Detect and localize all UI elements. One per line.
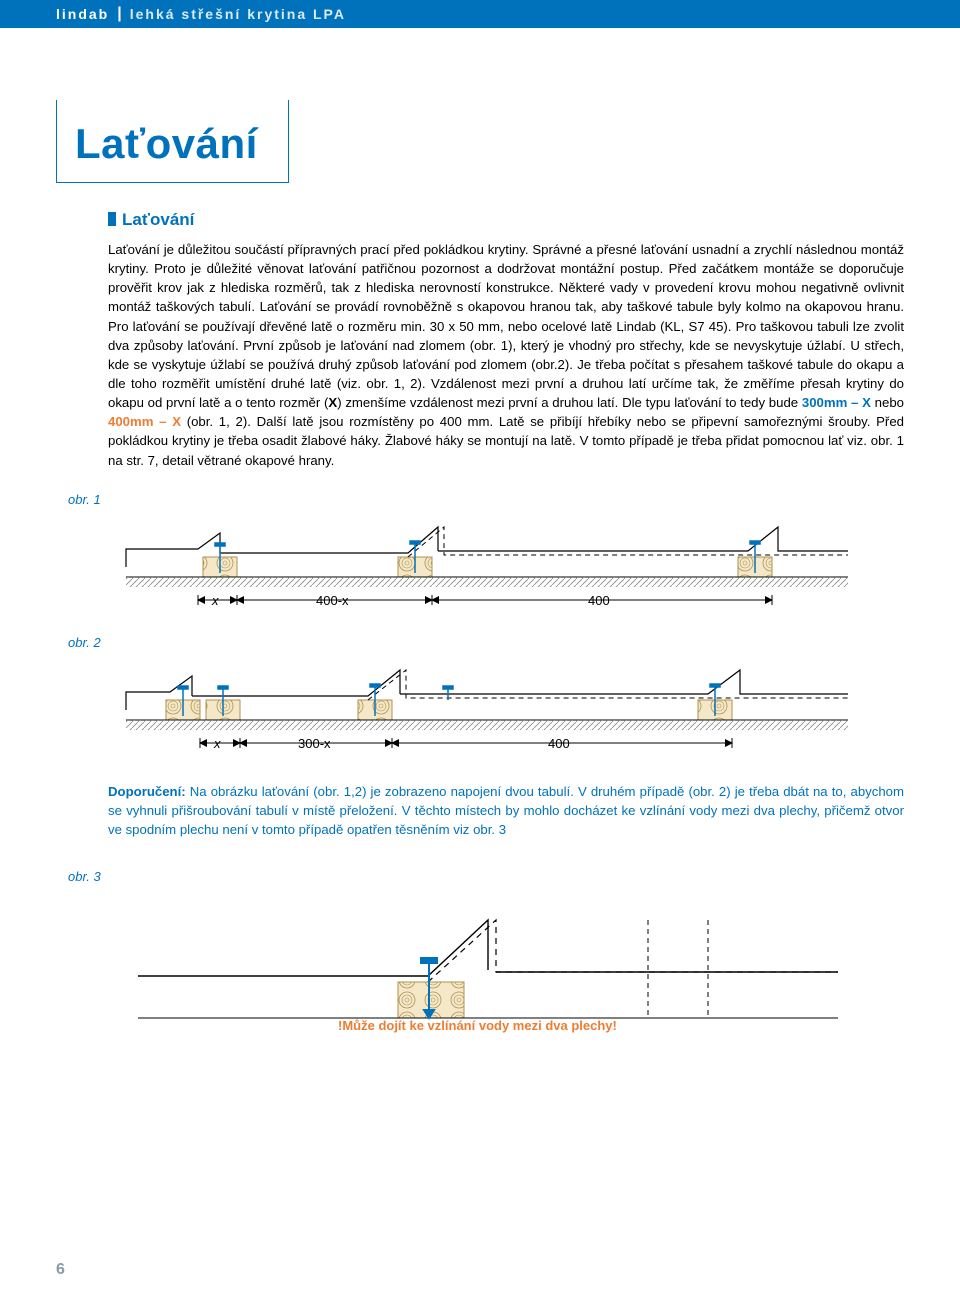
obr2-dim1: 300-x: [298, 736, 331, 751]
p4a: Laťování se provádí rovnoběžně s okapovo…: [108, 299, 904, 410]
obr2-dim-x: x: [214, 736, 221, 751]
title-box: Laťování: [56, 100, 289, 183]
fig1-label: obr. 1: [68, 492, 904, 507]
page-header: lindab | lehká střešní krytina LPA: [0, 0, 960, 28]
p4c: nebo: [871, 395, 904, 410]
hl-300: 300mm – X: [802, 395, 871, 410]
header-divider: |: [117, 5, 121, 23]
brand-name: lindab: [56, 6, 109, 22]
fig2-label: obr. 2: [68, 635, 904, 650]
recommendation-text: Na obrázku laťování (obr. 1,2) je zobraz…: [108, 784, 904, 837]
diagram-obr2-svg: [108, 656, 868, 756]
diagram-obr3: !Může dojít ke vzlínání vody mezi dva pl…: [108, 890, 868, 1030]
page-number: 6: [56, 1261, 65, 1279]
obr1-dim-x: x: [212, 593, 219, 608]
header-subtitle: lehká střešní krytina LPA: [130, 6, 346, 22]
warning-text: !Může dojít ke vzlínání vody mezi dva pl…: [338, 1018, 617, 1033]
recommendation: Doporučení: Na obrázku laťování (obr. 1,…: [108, 782, 904, 839]
diagram-obr1-svg: [108, 513, 868, 613]
p4b: ) zmenšíme vzdálenost mezi první a druho…: [337, 395, 802, 410]
diagram-obr3-svg: [108, 890, 868, 1030]
p2: Proto je důležité věnovat laťování patři…: [154, 261, 663, 276]
p4-x: X: [328, 395, 337, 410]
hl-400: 400mm – X: [108, 414, 181, 429]
main-content: Laťování Laťování je důležitou součástí …: [108, 210, 904, 1030]
obr2-dim2: 400: [548, 736, 570, 751]
diagram-obr2: x 300-x 400: [108, 656, 868, 756]
obr1-dim1: 400-x: [316, 593, 349, 608]
body-text: Laťování je důležitou součástí přípravný…: [108, 240, 904, 470]
section-heading: Laťování: [108, 210, 904, 230]
recommendation-lead: Doporučení:: [108, 784, 186, 799]
page-title: Laťování: [75, 120, 258, 168]
obr1-dim2: 400: [588, 593, 610, 608]
fig3-label: obr. 3: [68, 869, 904, 884]
diagram-obr1: x 400-x 400: [108, 513, 868, 613]
